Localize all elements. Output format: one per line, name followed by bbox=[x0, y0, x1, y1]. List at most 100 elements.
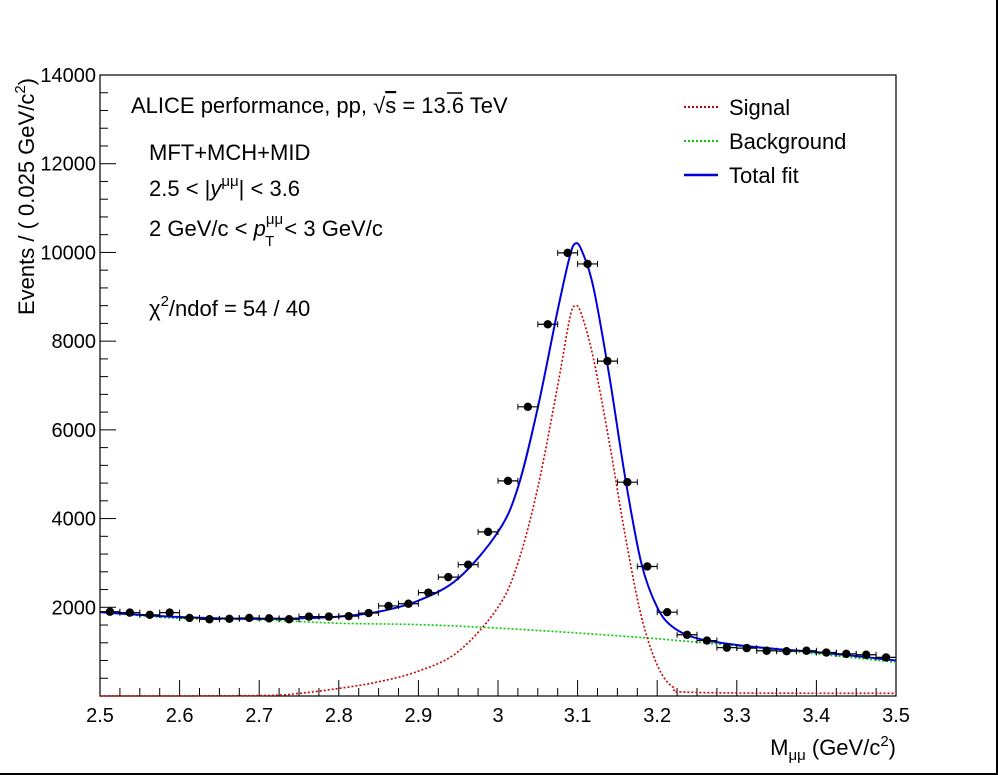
data-point bbox=[457, 560, 479, 569]
data-point bbox=[537, 320, 559, 329]
data-marker bbox=[742, 643, 751, 653]
data-marker bbox=[245, 613, 254, 623]
x-tick-label: 2.8 bbox=[325, 705, 353, 727]
data-marker bbox=[762, 646, 771, 655]
legend-label-total-fit: Total fit bbox=[729, 163, 799, 188]
data-marker bbox=[603, 356, 612, 366]
x-tick-label: 2.6 bbox=[166, 705, 194, 727]
data-marker bbox=[105, 607, 115, 616]
y-tick-label: 2000 bbox=[52, 597, 97, 619]
data-point bbox=[696, 636, 718, 645]
x-tick-label: 3.1 bbox=[564, 705, 592, 727]
data-marker bbox=[225, 614, 234, 624]
data-marker bbox=[702, 636, 712, 645]
annotation-detectors: MFT+MCH+MID bbox=[149, 140, 310, 165]
data-marker bbox=[364, 608, 373, 618]
data-point bbox=[159, 608, 181, 617]
data-marker bbox=[802, 646, 811, 655]
data-point bbox=[338, 611, 360, 621]
data-marker bbox=[643, 562, 652, 571]
data-marker bbox=[205, 615, 214, 624]
data-marker bbox=[145, 610, 154, 620]
y-tick-label: 12000 bbox=[40, 154, 96, 176]
data-marker bbox=[623, 477, 632, 487]
data-point bbox=[676, 630, 698, 639]
data-marker bbox=[523, 402, 533, 411]
data-point bbox=[616, 477, 638, 487]
y-tick-label: 4000 bbox=[52, 509, 97, 531]
data-marker bbox=[384, 601, 393, 611]
data-point bbox=[477, 527, 499, 537]
data-point bbox=[179, 613, 200, 623]
data-marker bbox=[543, 320, 552, 329]
data-point bbox=[815, 648, 837, 657]
data-marker bbox=[284, 615, 294, 624]
data-marker bbox=[324, 612, 334, 621]
annotation-collision: ALICE performance, pp, √s = 13.6 TeV bbox=[131, 93, 508, 118]
y-axis-title: Events / ( 0.025 GeV/c2) bbox=[12, 78, 39, 315]
data-marker bbox=[165, 608, 174, 617]
data-point bbox=[318, 612, 340, 621]
data-points-layer bbox=[99, 248, 897, 662]
data-point bbox=[417, 588, 439, 597]
data-point bbox=[218, 614, 240, 624]
x-tick-label: 3 bbox=[492, 705, 503, 727]
legend: Signal Background Total fit bbox=[684, 95, 846, 188]
data-point bbox=[597, 356, 618, 366]
data-marker bbox=[563, 248, 572, 258]
data-point bbox=[258, 614, 280, 623]
data-point bbox=[437, 572, 459, 582]
data-point bbox=[139, 610, 161, 620]
data-marker bbox=[503, 476, 513, 486]
data-marker bbox=[822, 648, 831, 657]
data-point bbox=[278, 615, 300, 624]
x-tick-label: 2.9 bbox=[404, 705, 432, 727]
data-marker bbox=[662, 607, 672, 617]
data-marker bbox=[583, 259, 592, 269]
data-point bbox=[557, 248, 579, 258]
data-marker bbox=[264, 614, 274, 623]
data-point bbox=[796, 646, 817, 655]
data-marker bbox=[842, 649, 851, 659]
x-tick-label: 3.5 bbox=[882, 705, 910, 727]
data-marker bbox=[861, 650, 871, 659]
data-point bbox=[497, 476, 519, 486]
legend-label-signal: Signal bbox=[729, 95, 790, 120]
data-marker bbox=[304, 612, 314, 621]
y-tick-label: 10000 bbox=[40, 242, 96, 264]
x-tick-label: 3.3 bbox=[723, 705, 751, 727]
x-axis-title: Mμμ (GeV/c2) bbox=[770, 733, 896, 764]
data-marker bbox=[483, 527, 493, 537]
data-marker bbox=[185, 613, 194, 623]
annotation-block: ALICE performance, pp, √s = 13.6 TeV MFT… bbox=[131, 92, 508, 321]
data-point bbox=[99, 607, 121, 616]
data-marker bbox=[682, 630, 692, 639]
data-marker bbox=[722, 643, 732, 652]
x-tick-label: 3.2 bbox=[643, 705, 671, 727]
data-marker bbox=[344, 611, 353, 621]
data-marker bbox=[404, 599, 413, 608]
data-marker bbox=[444, 572, 453, 582]
data-point bbox=[238, 613, 260, 623]
data-point bbox=[577, 259, 598, 269]
axes-layer: 2.5 2.6 2.7 2.8 2.9 3 3.1 3.2 3.3 3.4 3.5 2000 4000 6… bbox=[40, 65, 910, 727]
legend-label-background: Background bbox=[729, 129, 846, 154]
data-marker bbox=[125, 608, 135, 617]
signal-curve bbox=[99, 304, 897, 697]
y-tick-label: 6000 bbox=[52, 420, 97, 442]
data-marker bbox=[463, 560, 473, 569]
y-tick-label: 14000 bbox=[40, 65, 96, 87]
data-point bbox=[875, 653, 897, 662]
annotation-chi2: χ2/ndof = 54 / 40 bbox=[149, 293, 310, 321]
annotation-pt: 2 GeV/c < pμμ T < 3 GeV/c bbox=[149, 211, 383, 250]
data-point bbox=[398, 599, 419, 608]
data-point bbox=[517, 402, 539, 411]
data-point bbox=[298, 612, 320, 621]
data-point bbox=[636, 562, 658, 571]
y-tick-label: 8000 bbox=[52, 331, 97, 353]
data-marker bbox=[881, 653, 891, 662]
data-point bbox=[119, 608, 141, 617]
annotation-rapidity: 2.5 < |yμμ| < 3.6 bbox=[149, 173, 300, 201]
